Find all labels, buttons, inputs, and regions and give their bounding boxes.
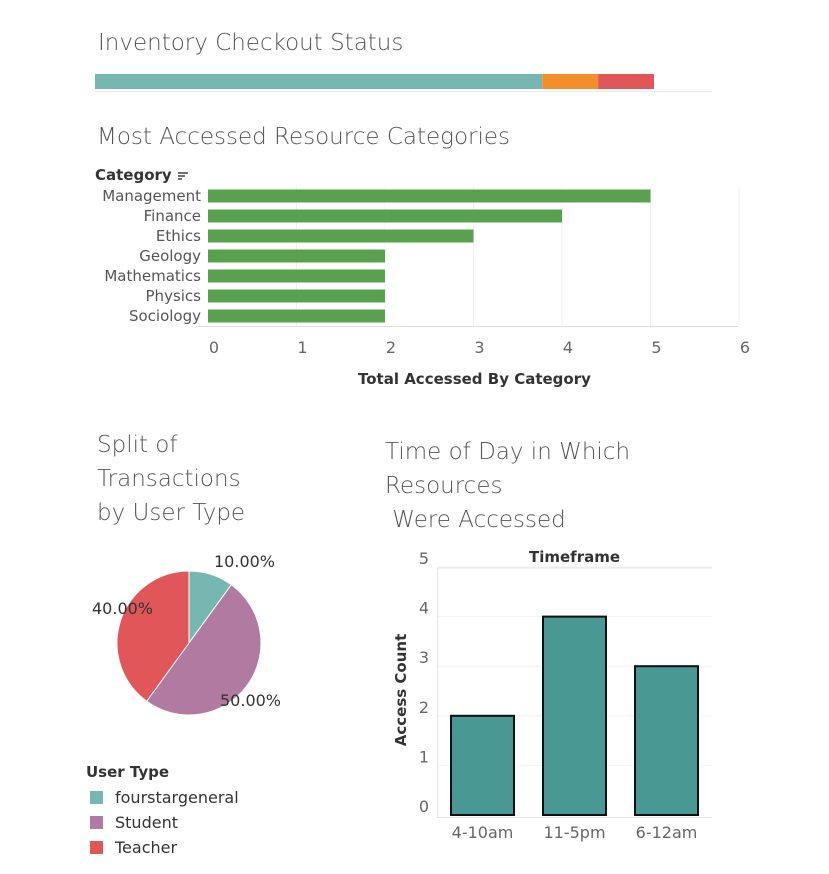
legend-label: fourstargeneral	[115, 788, 239, 807]
inventory-title: Inventory Checkout Status	[98, 30, 404, 56]
category-tick-label: Mathematics	[104, 267, 201, 285]
time-title-line-2: Resources	[385, 473, 503, 499]
category-tick-label: Sociology	[129, 307, 201, 325]
legend-item-fourstargeneral[interactable]: fourstargeneral	[86, 785, 239, 810]
pie-value-label: 50.00%	[220, 691, 281, 710]
legend-label: Student	[115, 813, 178, 832]
inventory-segment	[542, 74, 599, 89]
legend-label: Teacher	[115, 838, 178, 857]
category-header-label: Category	[95, 166, 172, 184]
time-y-tick: 1	[419, 747, 429, 766]
category-x-tick: 5	[651, 338, 661, 357]
category-x-tick: 0	[209, 338, 219, 357]
category-x-tick: 4	[563, 338, 573, 357]
category-bar	[208, 289, 385, 303]
pie-title-line-3: by User Type	[97, 500, 246, 526]
time-y-tick: 3	[419, 648, 429, 667]
time-x-header: Timeframe	[529, 548, 621, 566]
categories-title: Most Accessed Resource Categories	[97, 124, 510, 150]
category-header[interactable]: Category	[95, 166, 189, 184]
time-bar	[542, 615, 607, 816]
pie-title-line-2: Transactions	[97, 466, 241, 492]
legend-swatch	[90, 791, 103, 804]
legend-title: User Type	[86, 763, 170, 781]
legend-item-student[interactable]: Student	[86, 810, 239, 835]
time-x-tick: 11-5pm	[543, 823, 605, 842]
category-tick-label: Management	[102, 187, 201, 205]
pie-title-line-1: Split of	[97, 432, 178, 458]
inventory-segment	[598, 74, 654, 89]
category-x-tick: 3	[474, 338, 484, 357]
category-x-axis-title: Total Accessed By Category	[358, 370, 591, 388]
time-title-line-3: Were Accessed	[385, 507, 566, 533]
legend-swatch	[90, 841, 103, 854]
category-tick-label: Ethics	[156, 227, 201, 245]
pie-value-label: 40.00%	[92, 599, 153, 618]
legend-swatch	[90, 816, 103, 829]
category-bar	[208, 249, 385, 263]
category-x-tick: 1	[297, 338, 307, 357]
time-title: Time of Day in Which Resources Were Acce…	[385, 435, 630, 537]
pie-value-label: 10.00%	[214, 552, 275, 571]
category-bar	[208, 229, 474, 243]
time-title-line-1: Time of Day in Which	[385, 439, 631, 465]
time-y-tick: 4	[419, 599, 429, 618]
category-tick-label: Geology	[139, 247, 201, 265]
category-x-tick: 2	[386, 338, 396, 357]
pie-title: Split of Transactions by User Type	[97, 428, 245, 530]
category-bar	[208, 269, 385, 283]
category-x-tick: 6	[740, 338, 750, 357]
time-bar	[450, 714, 515, 816]
time-x-tick: 6-12am	[636, 823, 698, 842]
category-tick-label: Finance	[144, 207, 201, 225]
category-bar	[208, 309, 385, 323]
time-bar	[634, 665, 699, 817]
time-y-tick: 2	[419, 698, 429, 717]
pie-slice-teacher	[116, 570, 190, 702]
category-bar	[208, 189, 651, 203]
sort-icon[interactable]	[177, 171, 189, 181]
category-bar	[208, 209, 562, 223]
inventory-segment	[95, 74, 543, 89]
time-y-tick: 0	[419, 797, 429, 816]
time-x-tick: 4-10am	[452, 823, 514, 842]
pie-slice-student	[145, 584, 262, 716]
legend-item-teacher[interactable]: Teacher	[86, 835, 239, 860]
user-type-legend: User Type fourstargeneral Student Teache…	[86, 763, 239, 860]
category-tick-label: Physics	[146, 287, 202, 305]
time-y-tick: 5	[419, 549, 429, 568]
